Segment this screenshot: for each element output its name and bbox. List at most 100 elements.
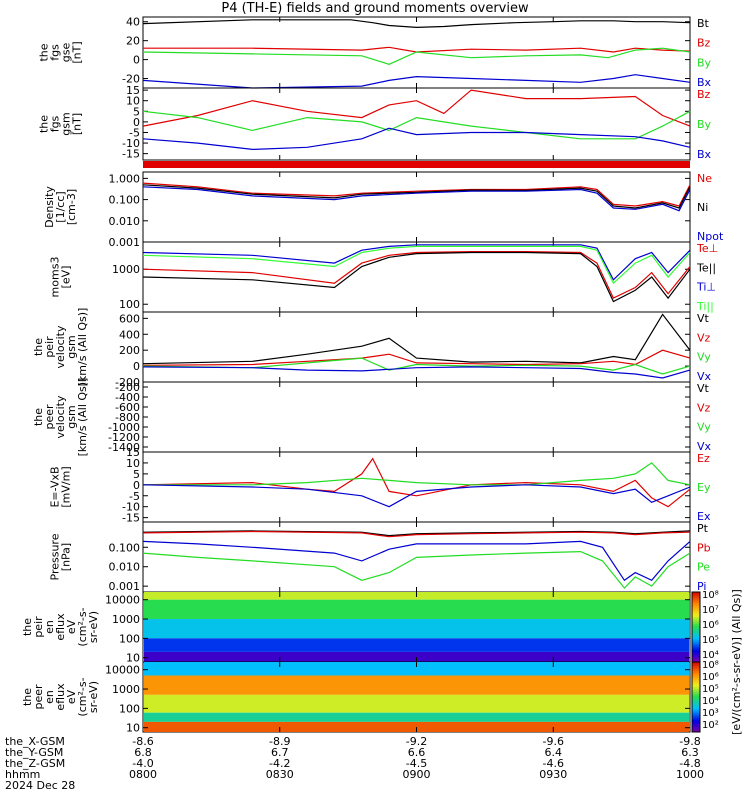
colorbar-cell [692, 646, 700, 649]
colorbar-cell [692, 620, 700, 623]
x-axis-value: -4.0 [132, 757, 153, 770]
colorbar-cell [692, 688, 700, 691]
legend-item-Te||: Te|| [696, 261, 716, 274]
series-line-Bx [142, 127, 691, 151]
series-line-Npot [142, 186, 691, 212]
colorbar-cell [692, 723, 700, 726]
legend-item-Te⊥: Te⊥ [696, 242, 718, 255]
legend-item-Bt: Bt [697, 17, 710, 30]
y-tick-label: 40 [126, 16, 140, 29]
legend-item-Bx: Bx [697, 148, 712, 161]
x-axis-row-name: the_Y-GSM [5, 746, 63, 759]
x-axis-value: 0800 [129, 768, 157, 781]
y-tick-label: 15 [126, 84, 140, 97]
colorbar-cell [692, 627, 700, 630]
y-tick-label: 0 [133, 54, 140, 67]
y-tick-label: 1000 [112, 613, 140, 626]
panel-2-frame [142, 171, 691, 243]
colorbar-cell [692, 698, 700, 701]
legend-item-Vy: Vy [697, 421, 711, 434]
heatmap-band [144, 619, 689, 639]
colorbar-cell [692, 614, 700, 617]
legend-item-Pt: Pt [697, 522, 709, 535]
colorbar-cell [692, 642, 700, 645]
y-tick-label: 10 [126, 95, 140, 108]
colorbar-frame [691, 661, 701, 733]
y-axis-label: gsm [60, 112, 73, 135]
colorbar-cell [692, 684, 700, 687]
colorbar-cell [692, 667, 700, 670]
y-tick-label: -15 [122, 512, 140, 525]
y-axis-label: sr-eV) [87, 611, 100, 643]
colorbar-cell [692, 665, 700, 668]
y-axis-label: [km/s (All Qs)] [76, 308, 89, 387]
series-line-Vy [142, 357, 691, 375]
y-axis-label: peer [32, 684, 45, 710]
colorbar-cell [692, 714, 700, 717]
colorbar-cell [692, 618, 700, 621]
colorbar-tick-label: 10⁶ [702, 672, 719, 683]
colorbar-cell [692, 644, 700, 647]
colorbar-cell [692, 693, 700, 696]
y-axis-label: peer [43, 404, 56, 430]
legend-item-Vt: Vt [697, 312, 710, 325]
legend-item-Ti⊥: Ti⊥ [696, 281, 716, 294]
colorbar-cell [692, 662, 700, 665]
legend-item-By: By [697, 118, 712, 131]
series-line-Bz [142, 89, 691, 127]
colorbar-cell [692, 613, 700, 616]
chart-title: P4 (TH-E) fields and ground moments over… [221, 1, 529, 16]
series-line-Pb [142, 530, 691, 538]
y-axis-label: (cm²-s- [76, 607, 89, 646]
y-axis-label: [cm-3] [65, 189, 78, 225]
separator-bar [143, 161, 690, 168]
colorbar-cell [692, 709, 700, 712]
y-axis-label: [nPa] [60, 543, 73, 571]
x-axis-value: 6.3 [681, 746, 699, 759]
y-tick-label: 10000 [105, 664, 140, 677]
series-line-Te⊥ [142, 251, 691, 299]
legend-item-Ne: Ne [697, 172, 712, 185]
series-line-Pe [142, 550, 691, 589]
colorbar-cell [692, 641, 700, 644]
y-tick-label: 10000 [105, 594, 140, 607]
colorbar-cell [692, 597, 700, 600]
colorbar-cell [692, 683, 700, 686]
y-tick-label: -1000 [108, 421, 140, 434]
y-axis-label: gsm [65, 405, 78, 428]
colorbar-cell [692, 632, 700, 635]
y-tick-label: 100 [119, 702, 140, 715]
y-axis-label: fgs [49, 44, 62, 61]
colorbar-cell [692, 672, 700, 675]
y-tick-label: 400 [119, 328, 140, 341]
x-axis-date: 2024 Dec 28 [5, 779, 75, 792]
series-line-Pt [142, 530, 691, 537]
y-tick-label: -20 [122, 73, 140, 86]
y-axis-label: the [21, 688, 34, 706]
colorbar-tick-label: 10⁵ [702, 635, 719, 646]
y-tick-label: 5 [133, 468, 140, 481]
colorbar-cell [692, 649, 700, 652]
colorbar-label: [eV/(cm²-s-sr-eV)] (All Qs)] [730, 589, 743, 735]
x-axis-value: 6.6 [408, 746, 426, 759]
colorbar-tick-label: 10⁴ [702, 696, 719, 707]
y-axis-label: the [32, 408, 45, 426]
colorbar-cell [692, 686, 700, 689]
colorbar-cell [692, 648, 700, 651]
series-line-Ne [142, 182, 691, 207]
x-axis-value: 0930 [539, 768, 567, 781]
legend-item-Ti||: Ti|| [696, 300, 714, 313]
legend-item-Ex: Ex [697, 510, 711, 523]
x-axis-value: -4.6 [543, 757, 564, 770]
colorbar-cell [692, 639, 700, 642]
colorbar-cell [692, 592, 700, 595]
colorbar-cell [692, 655, 700, 658]
heatmap-band [144, 638, 689, 652]
colorbar-tick-label: 10³ [702, 708, 719, 719]
y-tick-label: 0.100 [109, 194, 141, 207]
legend-item-Ey: Ey [697, 481, 711, 494]
series-line-Pi [142, 540, 691, 582]
colorbar-tick-label: 10⁸ [702, 660, 719, 671]
x-axis-value: -4.2 [269, 757, 290, 770]
colorbar-cell [692, 658, 700, 661]
